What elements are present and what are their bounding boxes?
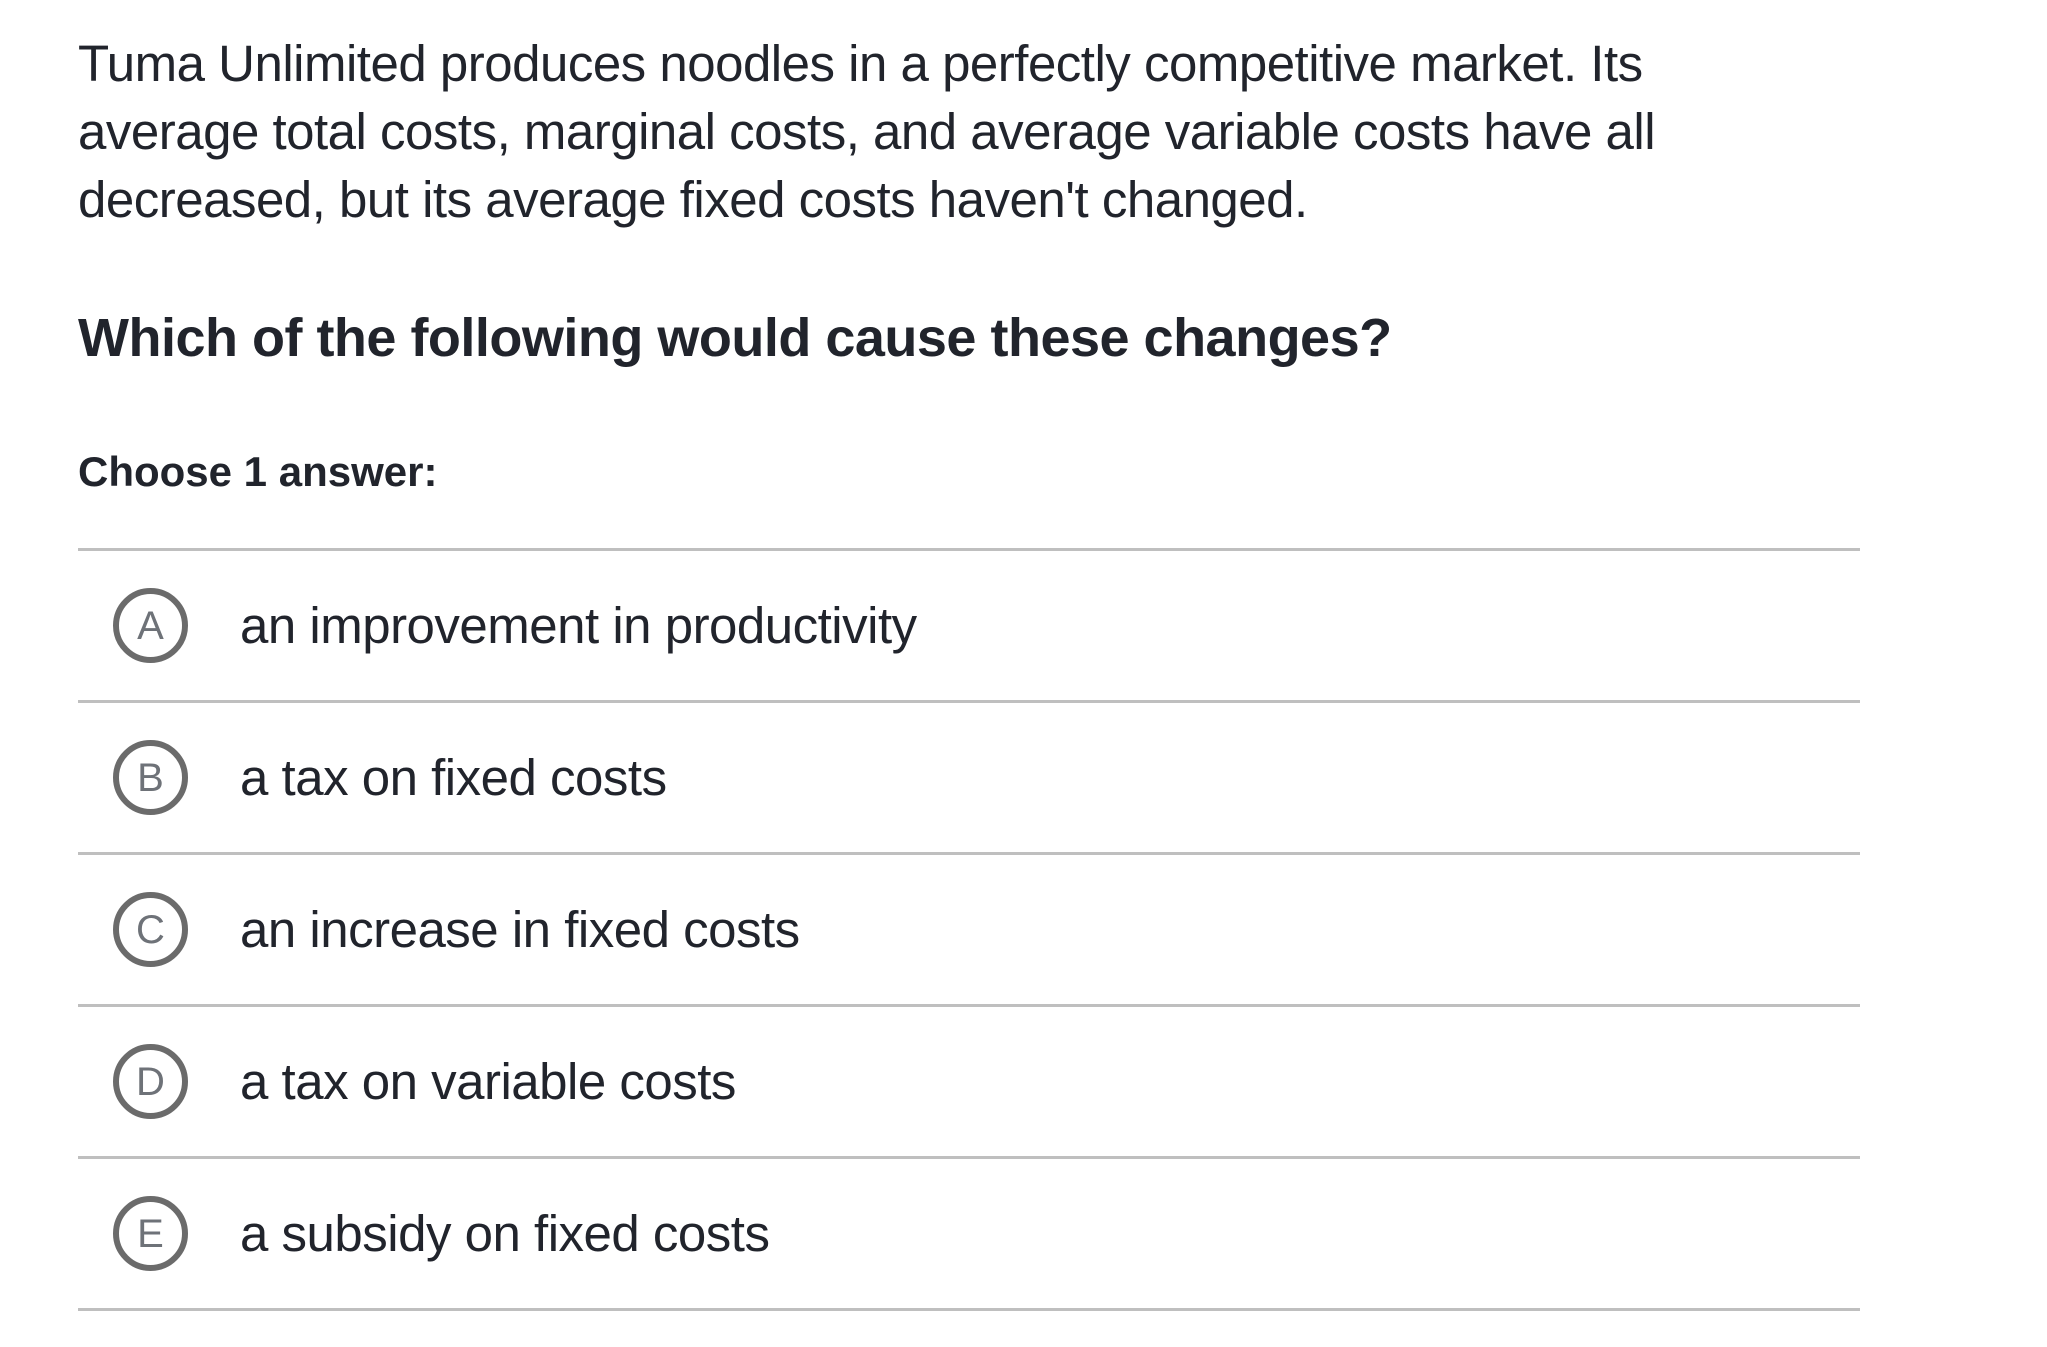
option-label: an improvement in productivity xyxy=(240,597,917,654)
option-radio-b[interactable]: B xyxy=(113,740,188,815)
option-radio-c[interactable]: C xyxy=(113,892,188,967)
option-label: a tax on fixed costs xyxy=(240,749,667,806)
option-label: an increase in fixed costs xyxy=(240,901,800,958)
question-text-line: Tuma Unlimited produces noodles in a per… xyxy=(78,35,1643,92)
option-letter: B xyxy=(137,755,164,800)
question-text-line: average total costs, marginal costs, and… xyxy=(78,103,1656,160)
answer-option-c[interactable]: C an increase in fixed costs xyxy=(78,855,1860,1007)
question-text-line: decreased, but its average fixed costs h… xyxy=(78,171,1308,228)
answer-option-e[interactable]: E a subsidy on fixed costs xyxy=(78,1159,1860,1311)
option-label: a subsidy on fixed costs xyxy=(240,1205,770,1262)
option-label: a tax on variable costs xyxy=(240,1053,736,1110)
question-panel: Tuma Unlimited produces noodles in a per… xyxy=(78,30,2047,1311)
answer-option-b[interactable]: B a tax on fixed costs xyxy=(78,703,1860,855)
choose-answer-label: Choose 1 answer: xyxy=(78,448,438,495)
option-radio-a[interactable]: A xyxy=(113,588,188,663)
answer-option-a[interactable]: A an improvement in productivity xyxy=(78,551,1860,703)
option-letter: D xyxy=(136,1059,165,1104)
option-letter: A xyxy=(137,603,164,648)
answer-options-list: A an improvement in productivity B a tax… xyxy=(78,548,1860,1311)
question-text: Tuma Unlimited produces noodles in a per… xyxy=(78,30,2047,234)
option-letter: E xyxy=(137,1211,164,1256)
option-radio-d[interactable]: D xyxy=(113,1044,188,1119)
option-letter: C xyxy=(136,907,165,952)
option-radio-e[interactable]: E xyxy=(113,1196,188,1271)
answer-option-d[interactable]: D a tax on variable costs xyxy=(78,1007,1860,1159)
question-prompt: Which of the following would cause these… xyxy=(78,308,1392,368)
